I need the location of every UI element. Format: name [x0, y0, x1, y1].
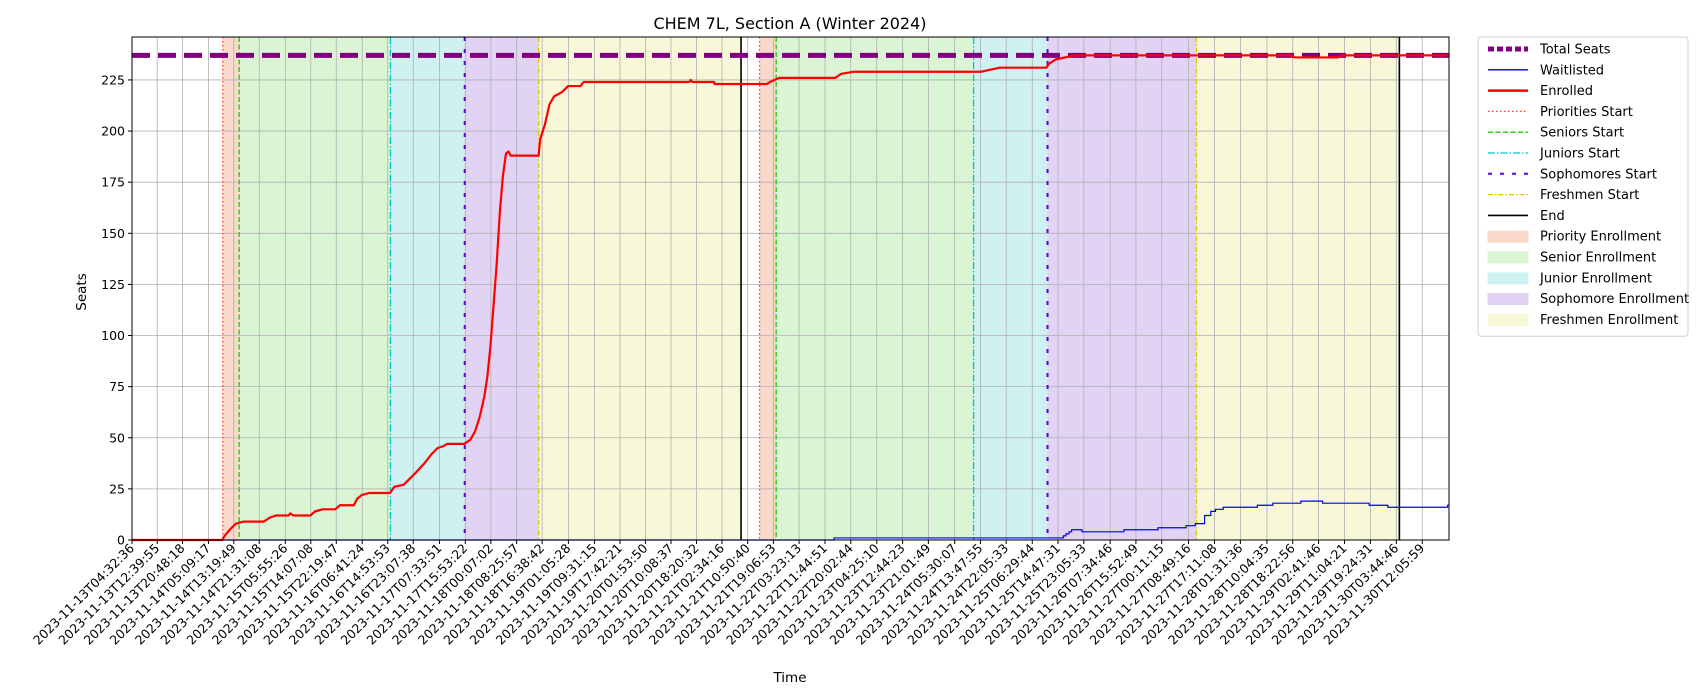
legend-swatch [1487, 293, 1529, 306]
phase-span-senior [239, 37, 391, 540]
series-waitlisted [132, 500, 1449, 541]
phase-spans [222, 37, 1400, 540]
x-axis-label: Time [772, 670, 806, 686]
legend-label: Sophomore Enrollment [1540, 292, 1689, 307]
y-tick-label: 175 [101, 175, 125, 190]
legend-label: Sophomores Start [1540, 167, 1657, 182]
plot-frame [131, 36, 1450, 541]
chart-title: CHEM 7L, Section A (Winter 2024) [653, 14, 926, 33]
y-tick-label: 100 [101, 328, 125, 343]
legend-label: Seniors Start [1540, 126, 1624, 141]
y-tick-label: 0 [117, 533, 125, 548]
phase-span-junior [390, 37, 465, 540]
y-tick-label: 150 [101, 226, 125, 241]
y-tick-label: 200 [101, 124, 125, 139]
y-tick-label: 225 [101, 72, 125, 87]
legend-label: Freshmen Start [1540, 188, 1639, 203]
phase-span-freshmen [1196, 37, 1400, 540]
legend-label: Priority Enrollment [1540, 230, 1661, 245]
y-axis-ticks: 0 25 50 75 100 125 150 175 200 225 [101, 72, 132, 548]
legend-swatch [1487, 230, 1529, 243]
phase-span-priority [759, 37, 777, 540]
legend-swatch [1487, 313, 1529, 326]
x-axis-ticks: 2023-11-13T04:32:362023-11-13T12:39:5520… [30, 540, 1427, 648]
y-axis-label: Seats [74, 273, 90, 310]
phase-span-priority [222, 37, 240, 540]
legend-label: Waitlisted [1540, 63, 1604, 78]
series-lines [132, 52, 1449, 542]
phase-span-sophomore [1047, 37, 1197, 540]
y-tick-label: 25 [109, 481, 125, 496]
legend-label: Freshmen Enrollment [1540, 313, 1678, 328]
legend-label: End [1540, 209, 1565, 224]
legend-label: Priorities Start [1540, 105, 1633, 120]
legend-swatch [1487, 272, 1529, 285]
y-tick-label: 50 [109, 430, 125, 445]
legend-swatch [1487, 251, 1529, 264]
legend-label: Senior Enrollment [1540, 251, 1656, 266]
series-enrolled [132, 54, 1449, 542]
phase-span-sophomore [464, 37, 539, 540]
legend-label: Enrolled [1540, 84, 1593, 99]
phase-span-freshmen [538, 37, 742, 540]
phase-span-junior [973, 37, 1048, 540]
y-tick-label: 125 [101, 277, 125, 292]
legend-label: Juniors Start [1539, 147, 1620, 162]
legend-box [1477, 36, 1689, 337]
phase-start-lines [222, 37, 1401, 540]
y-tick-label: 75 [109, 379, 125, 394]
phase-span-senior [776, 37, 974, 540]
legend: Total Seats Waitlisted Enrolled Priorities … [1477, 36, 1689, 337]
legend-label: Total Seats [1539, 43, 1611, 58]
legend-label: Junior Enrollment [1539, 271, 1652, 286]
